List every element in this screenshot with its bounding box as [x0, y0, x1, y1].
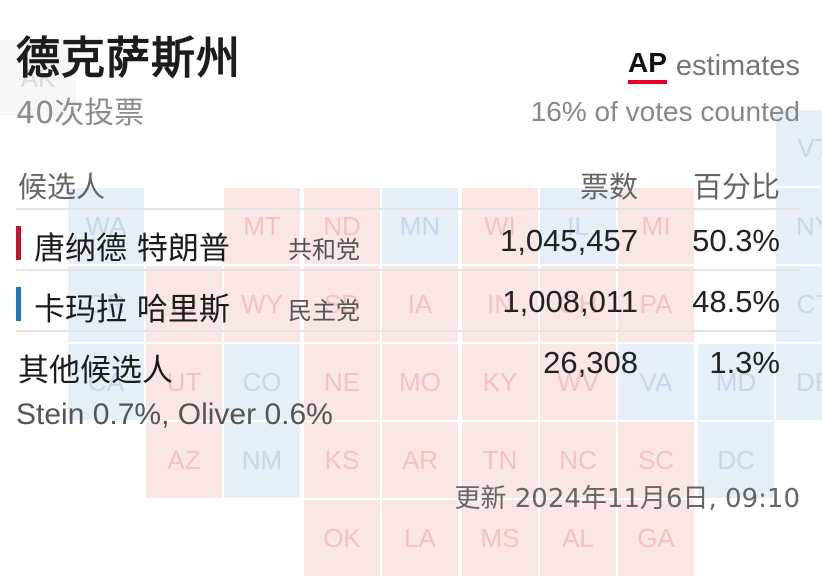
- map-tile-va: VA: [618, 344, 694, 420]
- map-tile-nd: ND: [304, 188, 380, 264]
- map-tile-wv: WV: [540, 344, 616, 420]
- map-tile-wa: WA: [68, 188, 144, 264]
- map-tile-md: MD: [698, 344, 774, 420]
- map-tile-mt: MT: [224, 188, 300, 264]
- map-tile-mi: MI: [618, 188, 694, 264]
- map-tile-dc: DC: [698, 422, 774, 498]
- map-tile-oh: OH: [540, 266, 616, 342]
- map-tile-az: AZ: [146, 422, 222, 498]
- column-header-candidate: 候选人: [18, 170, 106, 204]
- map-tile-wi: WI: [462, 188, 538, 264]
- map-tile-vt: VT: [776, 110, 822, 186]
- map-tile-ne: NE: [304, 344, 380, 420]
- votes-counted-status: 16% of votes counted: [530, 96, 800, 127]
- map-tile-mo: MO: [382, 344, 458, 420]
- map-tile-ky: KY: [462, 344, 538, 420]
- table-header-row: 候选人 票数 百分比: [16, 150, 800, 208]
- map-tile-ca: CA: [68, 344, 144, 420]
- map-tile-or: OR: [68, 266, 144, 342]
- map-tile-nc: NC: [540, 422, 616, 498]
- map-tile-ar: AR: [382, 422, 458, 498]
- map-tile-tn: TN: [462, 422, 538, 498]
- map-tile-wy: WY: [224, 266, 300, 342]
- map-tile-ny: NY: [776, 188, 822, 264]
- map-tile-sc: SC: [618, 422, 694, 498]
- map-tile-in: IN: [462, 266, 538, 342]
- candidate-votes: 1,045,457: [500, 223, 638, 258]
- map-tile-pa: PA: [618, 266, 694, 342]
- candidate-row-trump: 唐纳德 特朗普 共和党 1,045,457 50.3%: [16, 208, 800, 269]
- candidate-name: 卡玛拉 哈里斯: [34, 292, 230, 328]
- candidate-percent: 48.5%: [692, 284, 780, 319]
- candidate-name: 其他候选人: [18, 353, 173, 389]
- map-tile-nm: NM: [224, 422, 300, 498]
- column-header-percent: 百分比: [692, 170, 780, 204]
- results-table: 候选人 票数 百分比 唐纳德 特朗普 共和党 1,045,457 50.3% 卡…: [16, 150, 800, 391]
- candidate-votes: 26,308: [543, 345, 638, 380]
- state-title: 德克萨斯州: [16, 33, 241, 84]
- electoral-votes: 40次投票: [16, 96, 145, 131]
- map-tile-ut: UT: [146, 344, 222, 420]
- candidate-percent: 1.3%: [709, 345, 780, 380]
- candidate-row-harris: 卡玛拉 哈里斯 民主党 1,008,011 48.5%: [16, 269, 800, 330]
- map-tile-il: IL: [540, 188, 616, 264]
- republican-color-bar: [16, 226, 21, 260]
- map-tile-ct: CT: [776, 266, 822, 342]
- map-tile-mn: MN: [382, 188, 458, 264]
- candidate-name: 唐纳德 特朗普: [34, 231, 230, 267]
- map-tile-ks: KS: [304, 422, 380, 498]
- map-tile-co: CO: [224, 344, 300, 420]
- ap-logo: AP: [628, 48, 667, 84]
- other-candidates-breakdown: Stein 0.7%, Oliver 0.6%: [16, 398, 333, 431]
- candidate-party: 民主党: [288, 297, 360, 325]
- state-results-panel: 德克萨斯州 40次投票 AP estimates 16% of votes co…: [16, 33, 800, 514]
- estimates-link[interactable]: estimates: [675, 50, 800, 82]
- map-tile-sd: SD: [304, 266, 380, 342]
- last-updated-timestamp: 更新 2024年11月6日, 09:10: [454, 484, 800, 514]
- background-state-map: AK WA MT ND MN WI IL MI VT NY OR ID WY S…: [0, 40, 822, 576]
- candidate-percent: 50.3%: [692, 223, 780, 258]
- democrat-color-bar: [16, 287, 21, 321]
- map-tile-de: DE: [776, 344, 822, 420]
- map-tile-ak: AK: [0, 40, 76, 116]
- column-header-votes: 票数: [579, 170, 638, 204]
- candidate-party: 共和党: [288, 236, 360, 264]
- candidate-votes: 1,008,011: [502, 284, 638, 319]
- map-tile-id: ID: [146, 266, 222, 342]
- candidate-row-others: 其他候选人 26,308 1.3%: [16, 330, 800, 391]
- map-tile-ia: IA: [382, 266, 458, 342]
